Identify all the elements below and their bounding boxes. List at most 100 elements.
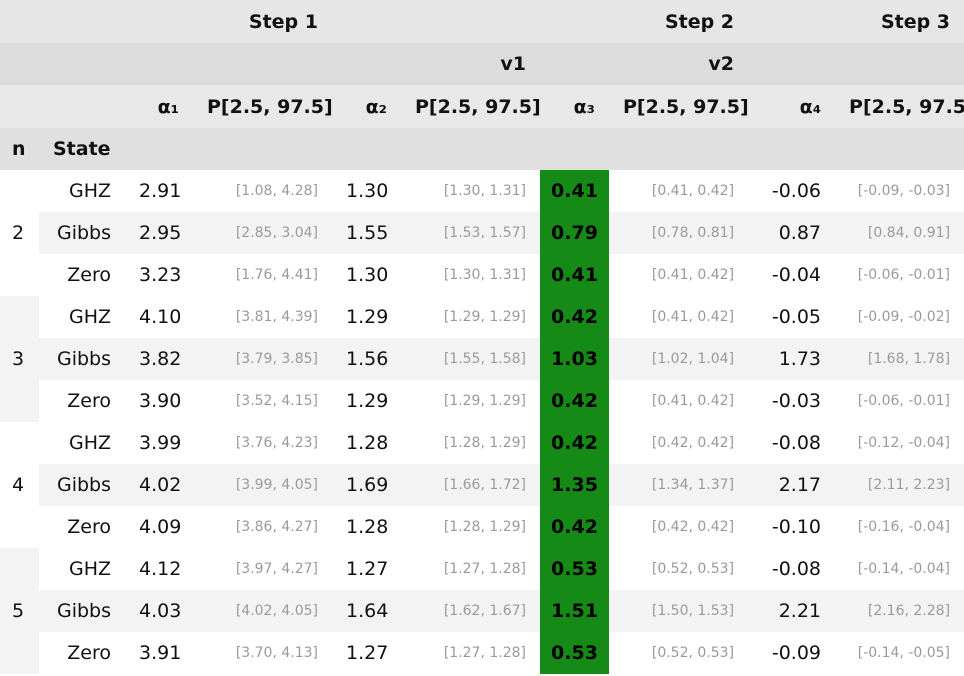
percentile4-cell: [-0.06, -0.01] <box>835 254 964 296</box>
alpha2-cell: 1.56 <box>332 338 401 380</box>
state-cell: Zero <box>39 632 125 674</box>
header-blank <box>39 0 125 43</box>
table-row: Gibbs 2.95 [2.85, 3.04] 1.55 [1.53, 1.57] 0.7… <box>0 212 964 254</box>
percentile2-cell: [1.27, 1.28] <box>401 632 540 674</box>
alpha1-cell: 3.99 <box>125 422 193 464</box>
alpha4-cell: -0.06 <box>748 170 836 212</box>
alpha4-cell: -0.08 <box>748 422 836 464</box>
alpha4-cell: -0.05 <box>748 296 836 338</box>
header-n: n <box>0 128 39 170</box>
alpha1-cell: 3.82 <box>125 338 193 380</box>
state-cell: GHZ <box>39 170 125 212</box>
alpha3-cell: 0.42 <box>540 506 609 548</box>
alpha2-cell: 1.30 <box>332 170 401 212</box>
header-alpha4: α₄ <box>748 85 836 128</box>
alpha2-cell: 1.28 <box>332 506 401 548</box>
table-row: 5 GHZ 4.12 [3.97, 4.27] 1.27 [1.27, 1.28] 0.53… <box>0 548 964 674</box>
percentile4-cell: [-0.14, -0.05] <box>835 632 964 674</box>
state-cell: GHZ <box>39 296 125 338</box>
header-blank <box>39 85 125 128</box>
percentile1-cell: [3.86, 4.27] <box>193 506 332 548</box>
percentile2-cell: [1.30, 1.31] <box>401 170 540 212</box>
alpha4-cell: -0.10 <box>748 506 836 548</box>
percentile2-cell: [1.29, 1.29] <box>401 296 540 338</box>
alpha2-cell: 1.55 <box>332 212 401 254</box>
header-v2: v2 <box>540 43 749 85</box>
state-cell: Gibbs <box>39 212 125 254</box>
percentile1-cell: [3.99, 4.05] <box>193 464 332 506</box>
table-row: Zero 3.91 [3.70, 4.13] 1.27 [1.27, 1.28] 0.53… <box>0 632 964 674</box>
alpha3-cell: 0.42 <box>540 296 609 338</box>
percentile3-cell: [0.52, 0.53] <box>609 632 749 674</box>
alpha1-cell: 4.12 <box>125 548 193 590</box>
group-n: 2 <box>0 170 39 296</box>
header-blank <box>125 128 964 170</box>
percentile2-cell: [1.30, 1.31] <box>401 254 540 296</box>
alpha1-cell: 4.02 <box>125 464 193 506</box>
alpha3-cell: 0.41 <box>540 254 609 296</box>
header-blank <box>0 0 39 43</box>
table-row: Zero 3.90 [3.52, 4.15] 1.29 [1.29, 1.29] 0.42… <box>0 380 964 422</box>
alpha3-cell: 0.53 <box>540 632 609 674</box>
alpha1-cell: 4.09 <box>125 506 193 548</box>
table-row: 3 GHZ 4.10 [3.81, 4.39] 1.29 [1.29, 1.29] 0.42… <box>0 296 964 422</box>
state-cell: Zero <box>39 254 125 296</box>
group-n: 3 <box>0 296 39 422</box>
percentile3-cell: [0.41, 0.42] <box>609 254 749 296</box>
percentile4-cell: [2.11, 2.23] <box>835 464 964 506</box>
percentile4-cell: [-0.09, -0.02] <box>835 296 964 338</box>
header-step2: Step 2 <box>332 0 749 43</box>
percentile2-cell: [1.29, 1.29] <box>401 380 540 422</box>
percentile3-cell: [0.42, 0.42] <box>609 506 749 548</box>
alpha2-cell: 1.29 <box>332 380 401 422</box>
header-blank <box>39 43 125 85</box>
header-row-steps: Step 1 Step 2 Step 3 <box>0 0 964 43</box>
state-cell: GHZ <box>39 422 125 464</box>
table-row: Zero 4.09 [3.86, 4.27] 1.28 [1.28, 1.29] 0.42… <box>0 506 964 548</box>
alpha4-cell: 1.73 <box>748 338 836 380</box>
header-blank <box>125 43 193 85</box>
header-percentile3: P[2.5, 97.5] <box>609 85 749 128</box>
alpha3-cell: 0.53 <box>540 548 609 590</box>
percentile4-cell: [1.68, 1.78] <box>835 338 964 380</box>
header-alpha3: α₃ <box>540 85 609 128</box>
group-n: 4 <box>0 422 39 548</box>
percentile3-cell: [0.42, 0.42] <box>609 422 749 464</box>
percentile2-cell: [1.53, 1.57] <box>401 212 540 254</box>
percentile4-cell: [-0.14, -0.04] <box>835 548 964 590</box>
alpha3-cell: 1.35 <box>540 464 609 506</box>
state-cell: Gibbs <box>39 590 125 632</box>
percentile1-cell: [3.97, 4.27] <box>193 548 332 590</box>
percentile3-cell: [0.41, 0.42] <box>609 296 749 338</box>
percentile3-cell: [0.41, 0.42] <box>609 170 749 212</box>
percentile2-cell: [1.55, 1.58] <box>401 338 540 380</box>
header-blank <box>0 85 39 128</box>
percentile4-cell: [-0.06, -0.01] <box>835 380 964 422</box>
header-blank <box>193 43 332 85</box>
table-row: Gibbs 4.02 [3.99, 4.05] 1.69 [1.66, 1.72] 1.3… <box>0 464 964 506</box>
alpha3-cell: 1.51 <box>540 590 609 632</box>
header-blank <box>835 43 964 85</box>
percentile1-cell: [3.79, 3.85] <box>193 338 332 380</box>
alpha2-cell: 1.28 <box>332 422 401 464</box>
state-cell: Zero <box>39 506 125 548</box>
alpha1-cell: 3.23 <box>125 254 193 296</box>
header-row-versions: v1 v2 <box>0 43 964 85</box>
header-row-index: n State <box>0 128 964 170</box>
percentile1-cell: [3.52, 4.15] <box>193 380 332 422</box>
alpha1-cell: 2.91 <box>125 170 193 212</box>
header-alpha2: α₂ <box>332 85 401 128</box>
state-cell: Gibbs <box>39 338 125 380</box>
percentile4-cell: [-0.12, -0.04] <box>835 422 964 464</box>
alpha4-cell: 2.21 <box>748 590 836 632</box>
alpha3-cell: 0.42 <box>540 380 609 422</box>
alpha2-cell: 1.27 <box>332 632 401 674</box>
alpha4-cell: -0.04 <box>748 254 836 296</box>
percentile4-cell: [-0.16, -0.04] <box>835 506 964 548</box>
percentile3-cell: [0.41, 0.42] <box>609 380 749 422</box>
header-row-columns: α₁ P[2.5, 97.5] α₂ P[2.5, 97.5] α₃ P[2.5… <box>0 85 964 128</box>
alpha2-cell: 1.64 <box>332 590 401 632</box>
percentile3-cell: [0.52, 0.53] <box>609 548 749 590</box>
alpha1-cell: 3.90 <box>125 380 193 422</box>
